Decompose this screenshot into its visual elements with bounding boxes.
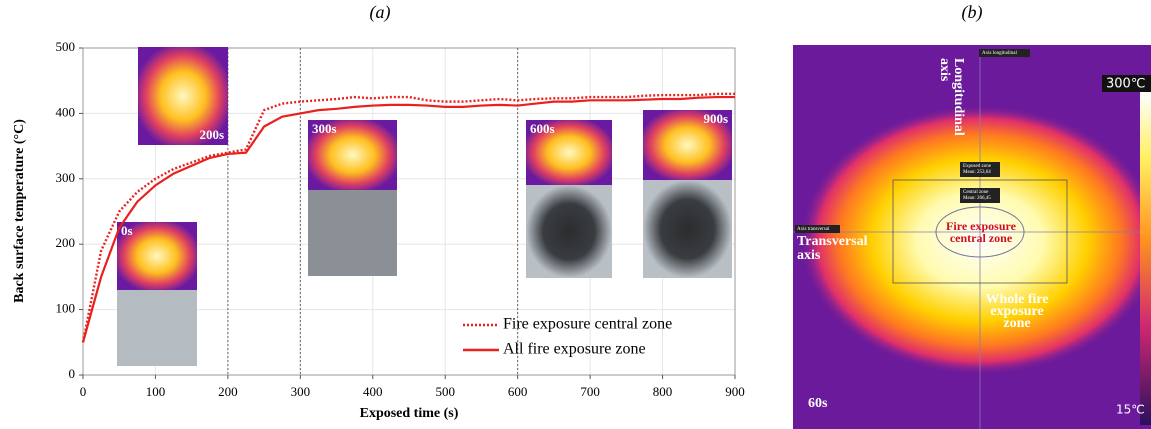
time-label: 60s [808, 396, 828, 411]
tag-box [960, 162, 1000, 177]
x-tick-label: 100 [146, 384, 166, 399]
text-line: Transversal [797, 234, 868, 249]
inset-label: 300s [312, 121, 337, 136]
exposed-zone-box [892, 179, 1068, 284]
inset-photo [526, 185, 612, 278]
tag: Exposed zone Mean: 253,64 [963, 164, 992, 175]
panel-label: (a) [370, 2, 391, 23]
y-tick-label: 400 [56, 104, 76, 119]
x-tick-label: 200 [218, 384, 238, 399]
legend-label: All fire exposure zone [503, 341, 646, 358]
y-tick-label: 100 [56, 301, 76, 316]
inset-label: 200s [199, 127, 224, 142]
legend-label: Fire exposure central zone [503, 316, 672, 333]
x-axis-label: Exposed time (s) [360, 406, 459, 421]
y-tick-label: 300 [56, 170, 76, 185]
inset-thermal [138, 47, 228, 145]
text-line: Mean: 266,45 [963, 196, 991, 201]
y-tick-label: 200 [56, 235, 76, 250]
central-zone-label: Fire exposure central zone [946, 219, 1017, 245]
x-tick-label: 800 [653, 384, 673, 399]
x-tick-label: 700 [580, 384, 600, 399]
inset-thermal [526, 120, 612, 185]
text-line: Whole fire [985, 292, 1048, 307]
tag: Axis longitudinal [982, 51, 1017, 56]
tag-box [960, 188, 1000, 203]
text-line: Longitudinal [951, 58, 966, 136]
text-line: exposure [990, 304, 1043, 319]
tag: Central zone Mean: 266,45 [963, 190, 991, 201]
longitudinal-label: Longitudinalaxis [937, 58, 966, 136]
panel-label: (b) [962, 2, 983, 23]
tag-box [795, 225, 840, 233]
inset-label: 0s [121, 223, 133, 238]
inset-label: 900s [703, 111, 728, 126]
data-line [81, 95, 735, 343]
inset-thermal [643, 110, 732, 180]
text-line: axis [797, 248, 821, 263]
tag: Axis transversal [797, 227, 830, 232]
inset-thermal [117, 222, 197, 290]
inset-photo [308, 190, 397, 276]
x-tick-label: 900 [725, 384, 745, 399]
line-chart: (a) Exposed time (s) Back surface temper… [12, 2, 745, 421]
x-tick-label: 300 [291, 384, 311, 399]
y-tick-label: 500 [56, 39, 76, 54]
text-line: Exposed zone [963, 164, 992, 169]
inset-photo [117, 290, 197, 366]
x-tick-label: 500 [435, 384, 455, 399]
scale-min: 15℃ [1116, 403, 1145, 417]
inset-photo [643, 180, 732, 278]
inset-thermal [308, 120, 397, 190]
text-line: Central zone [963, 190, 989, 195]
central-zone-ellipse [935, 206, 1025, 258]
y-tick-label: 0 [69, 366, 76, 381]
x-tick-label: 600 [508, 384, 528, 399]
plot-frame [82, 47, 736, 376]
inset-label: 600s [530, 121, 555, 136]
heat-zone [800, 105, 1151, 375]
transversal-label: Transversal axis [797, 234, 868, 263]
whole-zone-label: Whole fire exposure zone [985, 292, 1048, 331]
text-line: central zone [950, 231, 1013, 245]
data-line [81, 92, 735, 343]
color-bar [1140, 92, 1151, 425]
text-line: Fire exposure [946, 219, 1017, 233]
tag-box [979, 49, 1030, 57]
text-line: Mean: 253,64 [963, 170, 991, 175]
scale-box [1102, 75, 1151, 92]
x-tick-label: 400 [363, 384, 383, 399]
text-line: zone [1003, 316, 1030, 331]
x-tick-label: 0 [80, 384, 87, 399]
thermal-image: (b) 300℃ 15℃ 60s Longitudinalaxis Transv… [793, 2, 1151, 429]
scale-max: 300℃ [1106, 77, 1145, 92]
text-line: axis [937, 58, 952, 82]
y-axis-label: Back surface temperature (°C) [12, 119, 27, 303]
